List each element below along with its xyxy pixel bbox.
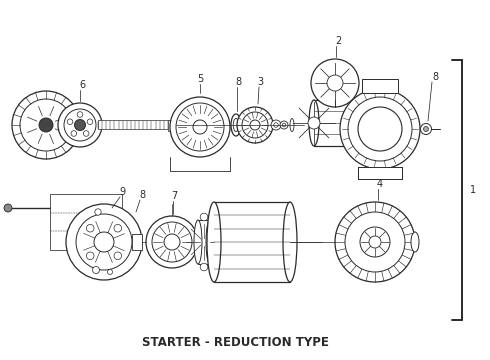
Circle shape [308, 117, 320, 129]
Circle shape [271, 120, 281, 130]
Circle shape [95, 209, 101, 215]
Circle shape [66, 204, 142, 280]
Circle shape [58, 103, 102, 147]
Ellipse shape [207, 202, 221, 282]
Circle shape [87, 119, 93, 125]
Bar [168, 120, 176, 130]
Bar [358, 167, 402, 179]
Text: STARTER - REDUCTION TYPE: STARTER - REDUCTION TYPE [142, 336, 328, 348]
Circle shape [369, 236, 381, 248]
Circle shape [360, 227, 390, 257]
Text: 3: 3 [257, 77, 263, 87]
Circle shape [20, 99, 72, 151]
Circle shape [114, 252, 122, 260]
Circle shape [152, 222, 192, 262]
Text: 8: 8 [139, 190, 145, 200]
Ellipse shape [377, 100, 387, 146]
Circle shape [327, 75, 343, 91]
Bar [314, 100, 382, 146]
Ellipse shape [233, 118, 239, 131]
Circle shape [164, 234, 180, 250]
Circle shape [280, 121, 288, 129]
Ellipse shape [290, 118, 294, 131]
Text: 6: 6 [79, 80, 85, 90]
Bar [132, 234, 142, 250]
Circle shape [77, 112, 83, 117]
Circle shape [345, 212, 405, 272]
Circle shape [176, 103, 224, 151]
Bar [362, 79, 398, 93]
Circle shape [420, 123, 432, 135]
Bar [214, 202, 290, 282]
Circle shape [340, 89, 420, 169]
Ellipse shape [283, 202, 297, 282]
Circle shape [250, 120, 260, 130]
Circle shape [423, 126, 428, 131]
Bar [50, 194, 122, 250]
Circle shape [311, 59, 359, 107]
Ellipse shape [411, 232, 419, 252]
Circle shape [107, 270, 113, 275]
Circle shape [83, 131, 89, 136]
Circle shape [39, 118, 53, 132]
Circle shape [4, 204, 12, 212]
Text: 8: 8 [432, 72, 438, 82]
Circle shape [237, 107, 273, 143]
Circle shape [86, 252, 94, 260]
Circle shape [170, 97, 230, 157]
Circle shape [76, 214, 132, 270]
Text: 1: 1 [470, 185, 476, 195]
Text: 9: 9 [119, 187, 125, 197]
Circle shape [86, 224, 94, 232]
Circle shape [200, 213, 208, 221]
Circle shape [358, 107, 402, 151]
Circle shape [242, 112, 268, 138]
Circle shape [12, 91, 80, 159]
Circle shape [193, 120, 207, 134]
Text: 4: 4 [377, 179, 383, 189]
Text: 5: 5 [197, 74, 203, 84]
Ellipse shape [231, 114, 241, 136]
Circle shape [74, 120, 85, 130]
Circle shape [282, 123, 286, 127]
Circle shape [114, 224, 122, 232]
Bar [198, 220, 210, 264]
Text: 8: 8 [235, 77, 241, 87]
Circle shape [93, 266, 99, 274]
Ellipse shape [309, 100, 319, 146]
Circle shape [348, 97, 412, 161]
Circle shape [274, 123, 278, 127]
Ellipse shape [206, 220, 214, 264]
Text: 2: 2 [335, 36, 341, 46]
Circle shape [146, 216, 198, 268]
Circle shape [71, 131, 76, 136]
Circle shape [64, 109, 96, 141]
Circle shape [94, 232, 114, 252]
Ellipse shape [194, 220, 202, 264]
Circle shape [200, 263, 208, 271]
Circle shape [67, 119, 73, 125]
Text: 7: 7 [171, 191, 177, 201]
Bar [98, 121, 172, 130]
Circle shape [335, 202, 415, 282]
